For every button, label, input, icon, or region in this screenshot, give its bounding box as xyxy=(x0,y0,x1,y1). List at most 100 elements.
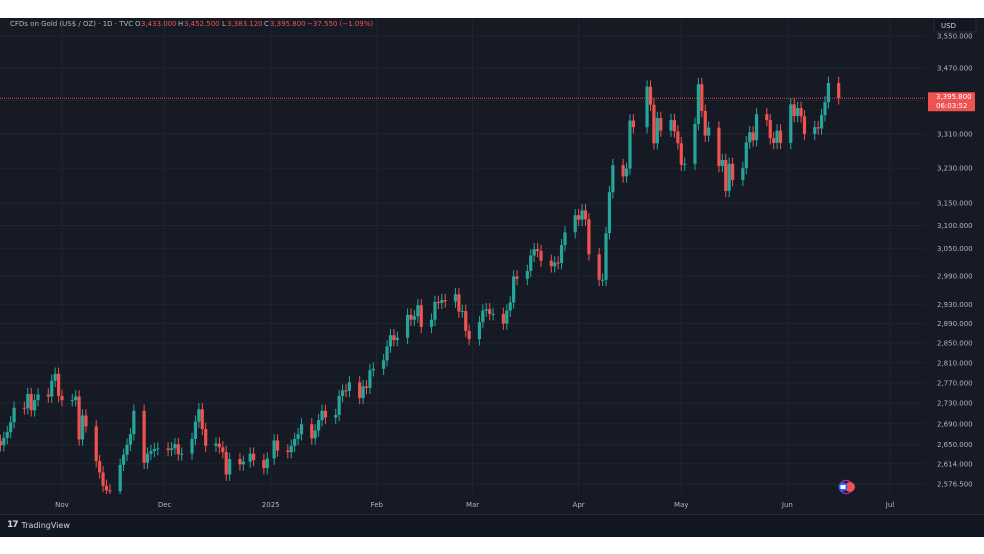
candle-body xyxy=(481,310,485,323)
candle xyxy=(0,434,3,452)
candle-body xyxy=(553,262,557,267)
candle-body xyxy=(368,370,372,388)
candle xyxy=(703,104,707,142)
y-tick-label: 3,100.000 xyxy=(937,222,973,230)
candle xyxy=(224,445,228,481)
candle-body xyxy=(467,330,471,340)
candle-body xyxy=(628,120,632,169)
candle-body xyxy=(121,454,126,465)
candle xyxy=(796,101,800,123)
candle xyxy=(556,256,560,270)
candle xyxy=(317,413,321,437)
candle-body xyxy=(823,102,827,116)
x-tick-label: Jul xyxy=(885,501,895,509)
candle-body xyxy=(765,114,769,121)
candle xyxy=(337,389,341,422)
candle-body xyxy=(214,443,218,446)
candle xyxy=(707,121,711,142)
y-tick-label: 2,576.500 xyxy=(937,481,973,489)
candle-body xyxy=(600,279,605,281)
candle xyxy=(132,404,136,441)
candle xyxy=(683,157,687,171)
candle-body xyxy=(33,400,37,411)
candle xyxy=(553,256,557,273)
candle-body xyxy=(293,438,297,446)
chart-area[interactable]: 3,550.0003,470.0003,390.0003,310.0003,23… xyxy=(0,17,984,514)
candle-body xyxy=(529,255,533,271)
candle-body xyxy=(358,382,362,399)
candle xyxy=(717,121,721,173)
candle xyxy=(433,295,437,326)
time-axis[interactable] xyxy=(0,494,925,514)
candle xyxy=(190,432,194,460)
candle-body xyxy=(142,410,146,463)
candle-body xyxy=(778,130,783,143)
candle-body xyxy=(659,118,663,131)
candle-body xyxy=(224,452,228,475)
candle xyxy=(33,393,37,417)
candle xyxy=(101,466,105,493)
candle xyxy=(754,107,759,147)
candle-body xyxy=(104,485,109,491)
candle xyxy=(169,442,174,457)
low-label: L xyxy=(222,20,226,28)
candle xyxy=(645,80,649,134)
candle-body xyxy=(796,108,800,116)
candle-body xyxy=(2,437,6,446)
y-tick-label: 2,690.000 xyxy=(937,420,973,428)
candle-body xyxy=(275,440,280,451)
candle-body xyxy=(512,276,516,303)
candle xyxy=(535,242,540,258)
candle-body xyxy=(754,114,759,141)
y-tick-label: 2,614.000 xyxy=(937,460,973,468)
y-tick-label: 2,810.000 xyxy=(937,359,973,367)
candle xyxy=(361,380,365,405)
candle xyxy=(464,304,468,338)
tradingview-logo[interactable]: 17 TradingView xyxy=(7,520,70,530)
candle-body xyxy=(501,313,505,324)
candle xyxy=(515,270,519,286)
candle xyxy=(460,304,464,318)
candle xyxy=(648,80,653,112)
candle xyxy=(344,384,348,398)
candle-body xyxy=(145,453,150,463)
candle xyxy=(652,98,656,150)
candle xyxy=(826,76,831,109)
candle-body xyxy=(460,311,464,313)
countdown-label: 06:03:52 xyxy=(936,102,967,110)
candle xyxy=(720,153,724,173)
candle xyxy=(221,441,225,459)
candle-body xyxy=(799,108,803,117)
brand-label: TradingView xyxy=(21,520,70,530)
candle-body xyxy=(382,360,386,369)
news-event-icon[interactable] xyxy=(838,479,856,495)
candle xyxy=(481,304,485,329)
candle-body xyxy=(748,132,752,143)
candle xyxy=(334,408,338,424)
candle xyxy=(56,367,61,403)
candle-body xyxy=(317,420,321,431)
candle xyxy=(382,354,386,376)
candle-body xyxy=(577,215,581,220)
candle xyxy=(741,161,745,187)
candle xyxy=(53,367,57,388)
candle xyxy=(94,420,98,468)
currency-button[interactable]: USD xyxy=(933,17,977,33)
candle xyxy=(751,125,755,147)
last-price-tag: 3,395.800 06:03:52 xyxy=(928,92,975,112)
price-chart[interactable]: 3,550.0003,470.0003,390.0003,310.0003,23… xyxy=(0,17,984,514)
candle-body xyxy=(768,120,772,139)
y-tick-label: 3,470.000 xyxy=(937,65,973,73)
candle xyxy=(436,295,440,310)
candle-body xyxy=(772,138,776,143)
candle-body xyxy=(416,305,420,317)
y-tick-label: 2,770.000 xyxy=(937,379,973,387)
candle xyxy=(286,444,290,459)
candle-body xyxy=(56,373,61,396)
candle xyxy=(532,242,536,262)
candle xyxy=(724,153,728,198)
candle-body xyxy=(334,414,338,418)
candle xyxy=(299,418,304,441)
y-tick-label: 2,730.000 xyxy=(937,400,973,408)
candle-body xyxy=(217,443,221,448)
